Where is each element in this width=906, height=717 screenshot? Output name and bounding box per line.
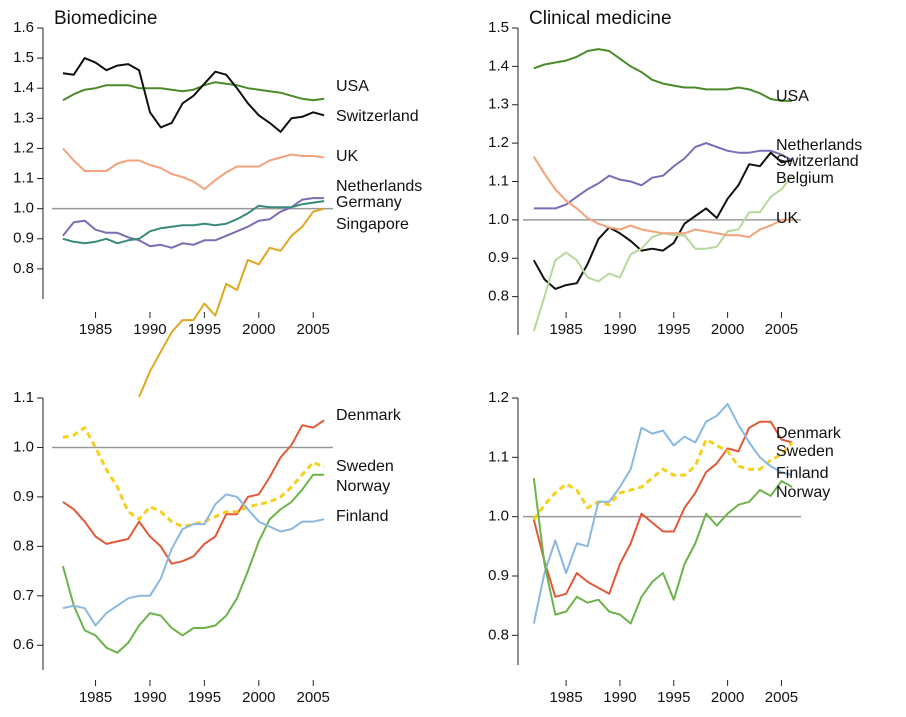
legend-label: Switzerland xyxy=(336,108,419,125)
x-tick-label: 2005 xyxy=(765,321,798,338)
x-tick-label: 2000 xyxy=(242,689,275,706)
y-tick-label: 0.8 xyxy=(13,537,34,554)
y-tick-label: 1.0 xyxy=(488,211,509,228)
y-tick-label: 1.4 xyxy=(488,57,509,74)
legend-label: Norway xyxy=(336,478,390,495)
x-tick-label: 2000 xyxy=(242,321,275,338)
series-line xyxy=(62,426,325,529)
y-tick-label: 0.9 xyxy=(13,488,34,505)
chart-title: Clinical medicine xyxy=(529,8,672,29)
legend-label: Netherlands xyxy=(336,178,422,195)
series-line xyxy=(532,151,793,290)
legend-label: Germany xyxy=(336,194,402,211)
y-tick-label: 1.1 xyxy=(13,389,34,406)
legend-label: USA xyxy=(776,88,809,105)
series-line xyxy=(532,438,794,521)
series-line xyxy=(62,200,325,245)
y-tick-label: 0.9 xyxy=(488,567,509,584)
series-line xyxy=(62,57,325,133)
series-line xyxy=(533,48,793,102)
x-tick-label: 1985 xyxy=(79,321,112,338)
series-line xyxy=(62,419,325,565)
x-tick-label: 2005 xyxy=(765,689,798,706)
legend-label: UK xyxy=(336,148,359,165)
x-tick-label: 1995 xyxy=(188,689,221,706)
series-line xyxy=(532,420,793,598)
legend-label: Singapore xyxy=(336,216,409,233)
series-line xyxy=(532,156,793,239)
legend-label: Finland xyxy=(336,508,388,525)
legend-label: Netherlands xyxy=(776,137,862,154)
y-tick-label: 1.3 xyxy=(13,109,34,126)
series-line xyxy=(62,493,325,627)
y-tick-label: 1.1 xyxy=(488,448,509,465)
x-tick-label: 1990 xyxy=(603,321,636,338)
y-tick-label: 1.0 xyxy=(13,200,34,217)
x-tick-label: 1995 xyxy=(657,689,690,706)
y-tick-label: 1.6 xyxy=(13,19,34,36)
legend-label: Norway xyxy=(776,484,830,501)
y-tick-label: 1.0 xyxy=(13,438,34,455)
legend-label: Switzerland xyxy=(776,153,859,170)
chart-title: Biomedicine xyxy=(54,8,158,29)
legend-label: Sweden xyxy=(336,458,394,475)
y-tick-label: 1.4 xyxy=(13,79,34,96)
legend-label: Denmark xyxy=(336,407,402,424)
series-line xyxy=(533,142,793,210)
series-line xyxy=(61,473,325,654)
y-tick-label: 1.2 xyxy=(488,389,509,406)
series-line xyxy=(62,147,325,191)
legend-label: UK xyxy=(776,210,799,227)
series-line xyxy=(138,207,325,398)
legend-label: USA xyxy=(336,78,369,95)
y-tick-label: 0.6 xyxy=(13,636,34,653)
series-line xyxy=(532,477,793,625)
x-tick-label: 1985 xyxy=(79,689,112,706)
y-tick-label: 1.5 xyxy=(488,19,509,36)
x-tick-label: 1985 xyxy=(549,321,582,338)
series-line xyxy=(532,402,793,624)
y-tick-label: 1.1 xyxy=(13,170,34,187)
series-line xyxy=(62,81,325,102)
x-tick-label: 1995 xyxy=(188,321,221,338)
x-tick-label: 1990 xyxy=(133,321,166,338)
y-tick-label: 0.7 xyxy=(13,587,34,604)
y-tick-label: 0.8 xyxy=(488,288,509,305)
y-tick-label: 1.2 xyxy=(13,139,34,156)
x-tick-label: 2005 xyxy=(297,321,330,338)
legend-label: Denmark xyxy=(776,425,842,442)
legend-label: Belgium xyxy=(776,170,834,187)
x-tick-label: 1985 xyxy=(549,689,582,706)
x-tick-label: 2005 xyxy=(297,689,330,706)
y-tick-label: 1.2 xyxy=(488,134,509,151)
x-tick-label: 1990 xyxy=(133,689,166,706)
y-tick-label: 0.8 xyxy=(488,626,509,643)
y-tick-label: 0.9 xyxy=(13,230,34,247)
y-tick-label: 1.5 xyxy=(13,49,34,66)
series-line xyxy=(62,197,325,249)
x-tick-label: 2000 xyxy=(711,689,744,706)
x-tick-label: 2000 xyxy=(711,321,744,338)
x-tick-label: 1990 xyxy=(603,689,636,706)
legend-label: Sweden xyxy=(776,443,834,460)
y-tick-label: 1.0 xyxy=(488,508,509,525)
x-tick-label: 1995 xyxy=(657,321,690,338)
legend-label: Finland xyxy=(776,465,828,482)
y-tick-label: 1.3 xyxy=(488,96,509,113)
y-tick-label: 0.8 xyxy=(13,260,34,277)
y-tick-label: 1.1 xyxy=(488,172,509,189)
y-tick-label: 0.9 xyxy=(488,249,509,266)
